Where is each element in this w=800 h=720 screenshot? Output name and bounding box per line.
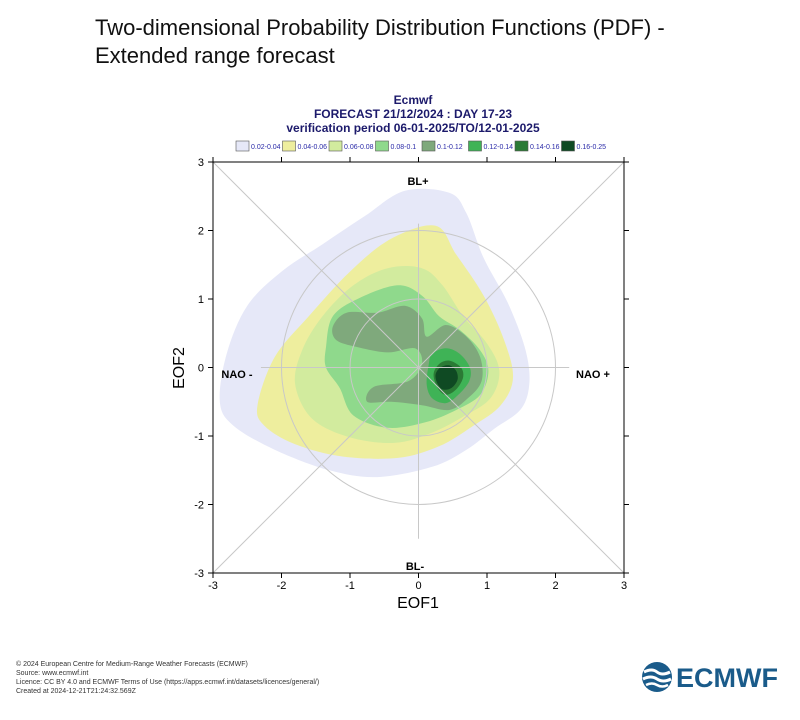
legend-swatch-4 bbox=[375, 140, 389, 152]
legend-label-1: 0.02-0.04 bbox=[251, 144, 281, 151]
x-tick-label: 2 bbox=[552, 580, 558, 592]
legend-label-2: 0.04-0.06 bbox=[298, 144, 328, 151]
x-tick-label: 0 bbox=[415, 580, 421, 592]
regime-label-bottom: BL- bbox=[406, 561, 425, 573]
y-tick-label: 3 bbox=[198, 157, 204, 169]
ecmwf-globe-icon bbox=[642, 662, 672, 692]
y-tick-label: 0 bbox=[198, 363, 204, 375]
legend-label-3: 0.06-0.08 bbox=[344, 144, 374, 151]
legend-swatch-1 bbox=[235, 140, 250, 152]
contour-band-8 bbox=[435, 365, 458, 390]
legend-label-4: 0.08-0.1 bbox=[391, 144, 417, 151]
footer-licence: Licence: CC BY 4.0 and ECMWF Terms of Us… bbox=[16, 679, 320, 686]
ecmwf-logo-svg: ECMWF bbox=[642, 662, 778, 693]
x-tick-label: -1 bbox=[345, 580, 355, 592]
chart-legend: 0.02-0.04 0.04-0.06 0.06-0.08 0.08-0.1 0.1-0… bbox=[235, 140, 607, 152]
axes: -3 -2 -1 0 1 2 3 -3 -2 -1 0 1 2 3 bbox=[194, 157, 629, 592]
y-tick-label: 1 bbox=[198, 294, 204, 306]
footer-copyright: © 2024 European Centre for Medium-Range … bbox=[16, 661, 248, 668]
legend-swatch-2 bbox=[282, 140, 296, 152]
legend-swatch-6 bbox=[468, 140, 482, 152]
footer-source: Source: www.ecmwf.int bbox=[16, 670, 89, 677]
footer: © 2024 European Centre for Medium-Range … bbox=[16, 660, 319, 696]
y-axis-label: EOF2 bbox=[171, 347, 188, 389]
ecmwf-logo-text: ECMWF bbox=[676, 663, 778, 693]
legend-swatch-7 bbox=[514, 140, 529, 152]
legend-swatch-5 bbox=[421, 140, 436, 152]
legend-label-5: 0.1-0.12 bbox=[437, 144, 463, 151]
y-tick-label: -2 bbox=[194, 500, 204, 512]
x-tick-label: 3 bbox=[621, 580, 627, 592]
regime-label-left: NAO - bbox=[221, 369, 253, 381]
x-tick-label: -2 bbox=[277, 580, 287, 592]
chart-header-line3: verification period 06-01-2025/TO/12-01-… bbox=[286, 121, 540, 135]
regime-label-top: BL+ bbox=[407, 176, 428, 188]
footer-created: Created at 2024-12-21T21:24:32.569Z bbox=[16, 688, 136, 695]
guide-lines bbox=[212, 161, 625, 574]
contour-layer bbox=[219, 188, 530, 478]
x-tick-label: 1 bbox=[484, 580, 490, 592]
pdf-chart-svg: Ecmwf FORECAST 21/12/2024 : DAY 17-23 ve… bbox=[171, 93, 629, 612]
page-title: Two-dimensional Probability Distribution… bbox=[95, 15, 665, 68]
ecmwf-logo: ECMWF bbox=[640, 660, 790, 694]
guide-circle-2 bbox=[281, 230, 556, 505]
y-tick-label: 2 bbox=[198, 226, 204, 238]
chart-header-line2: FORECAST 21/12/2024 : DAY 17-23 bbox=[314, 107, 512, 121]
legend-label-8: 0.16-0.25 bbox=[577, 144, 607, 151]
x-axis-label: EOF1 bbox=[397, 595, 439, 612]
y-tick-label: -3 bbox=[194, 568, 204, 580]
x-tick-label: -3 bbox=[208, 580, 218, 592]
legend-label-7: 0.14-0.16 bbox=[530, 144, 560, 151]
pdf-chart: Ecmwf FORECAST 21/12/2024 : DAY 17-23 ve… bbox=[171, 93, 629, 612]
chart-header-line1: Ecmwf bbox=[394, 93, 434, 107]
regime-label-right: NAO + bbox=[576, 369, 610, 381]
legend-swatch-8 bbox=[561, 140, 575, 152]
y-tick-label: -1 bbox=[194, 431, 204, 443]
legend-swatch-3 bbox=[328, 140, 343, 152]
legend-label-6: 0.12-0.14 bbox=[484, 144, 514, 151]
guide-circle-1 bbox=[349, 298, 488, 437]
